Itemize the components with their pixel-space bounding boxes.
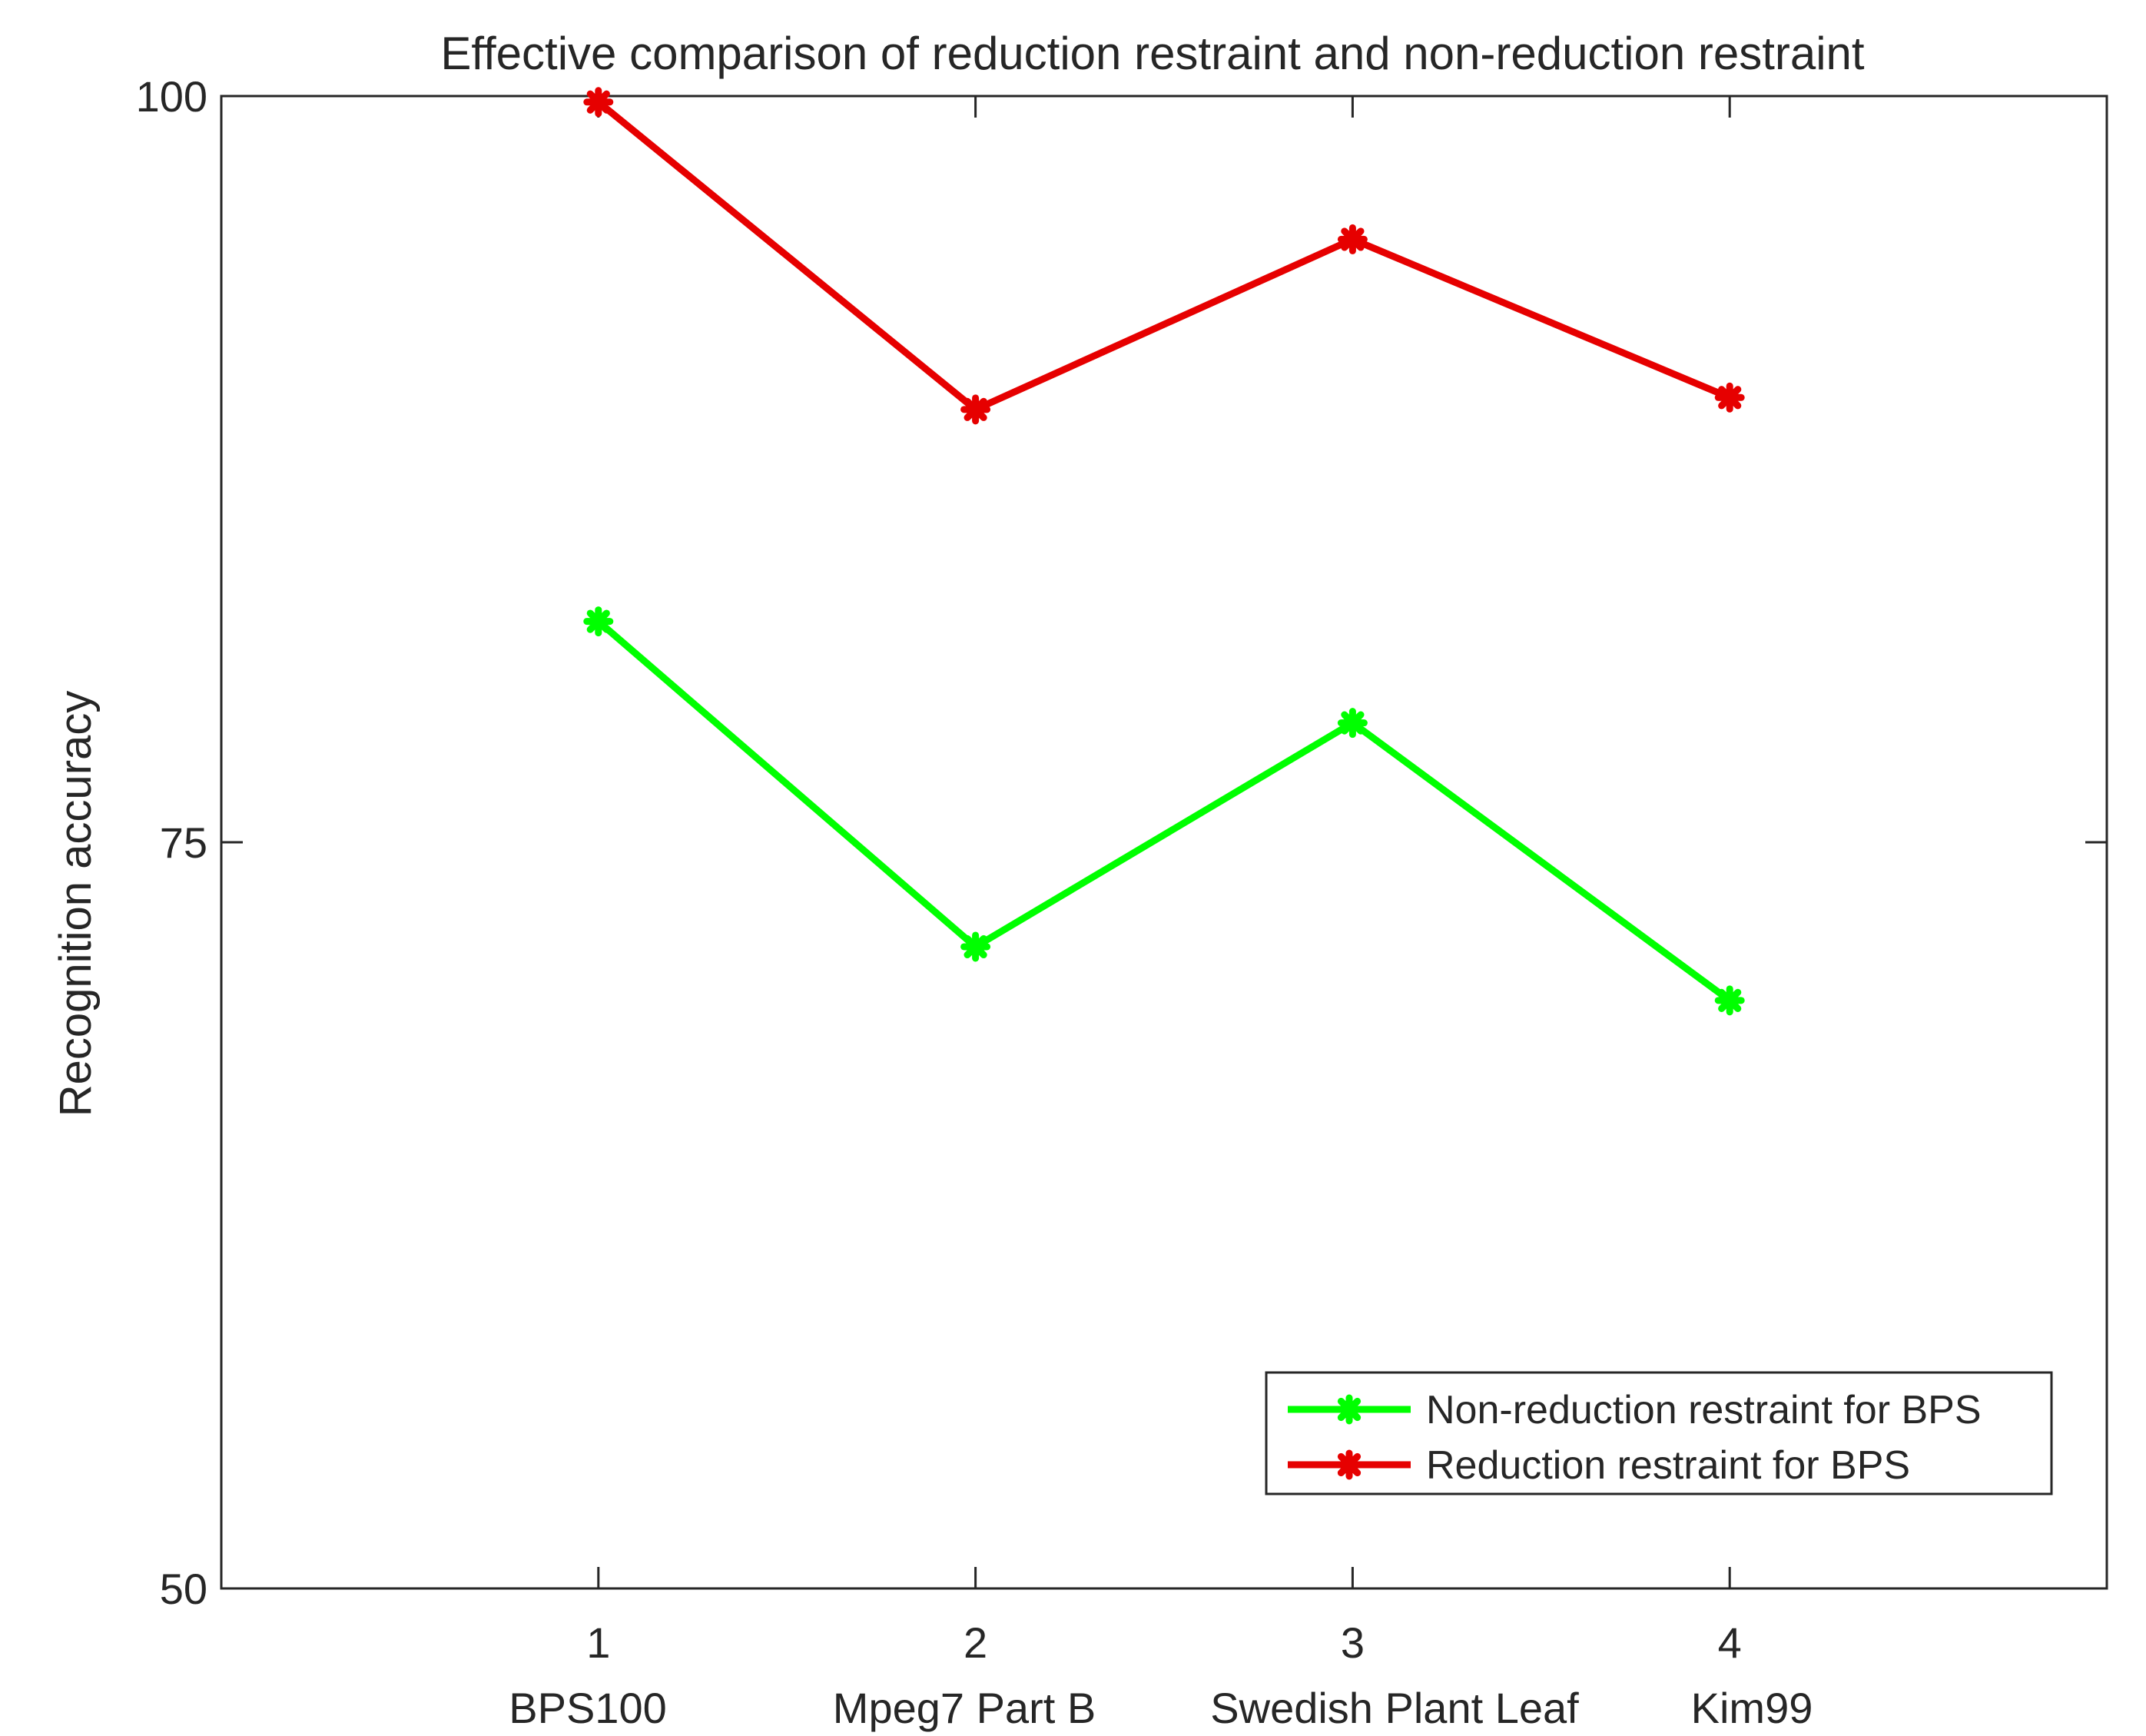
x-tick-label: 1 xyxy=(586,1618,610,1667)
data-point xyxy=(1714,985,1745,1016)
data-point xyxy=(960,931,991,962)
data-point xyxy=(583,606,614,637)
legend-marker xyxy=(1334,1394,1365,1425)
x-tick-label: 3 xyxy=(1341,1618,1365,1667)
legend-entry: Reduction restraint for BPS xyxy=(1288,1443,1910,1488)
x-category-label: Kim99 xyxy=(1691,1684,1813,1732)
y-tick-label: 50 xyxy=(160,1565,207,1613)
legend-box xyxy=(1265,1371,2053,1495)
data-point xyxy=(1337,708,1368,739)
y-axis-label: Recognition accuracy xyxy=(51,691,101,1117)
x-category-label: Swedish Plant Leaf xyxy=(1210,1684,1579,1732)
data-point xyxy=(960,394,991,425)
x-category-label: BPS100 xyxy=(509,1684,667,1732)
legend: Non-reduction restraint for BPS Reduction… xyxy=(1265,1371,2053,1495)
legend-entry: Non-reduction restraint for BPS xyxy=(1288,1388,1982,1432)
legend-marker xyxy=(1334,1449,1365,1480)
legend-label: Reduction restraint for BPS xyxy=(1426,1443,1910,1488)
series-line-non-reduction xyxy=(595,618,1733,1004)
data-point xyxy=(583,87,614,118)
y-axis: 50 75 100 xyxy=(136,72,2107,1613)
y-tick-label: 100 xyxy=(136,72,207,121)
plot-area xyxy=(220,95,2108,1590)
chart-title: Effective comparison of reduction restra… xyxy=(440,28,1865,79)
y-tick-label: 75 xyxy=(160,818,207,867)
x-tick-label: 4 xyxy=(1718,1618,1742,1667)
series-layer xyxy=(583,87,1745,1016)
x-axis: 1 2 3 4 BPS100 Mpeg7 Part B Swedish Plant Leaf… xyxy=(509,96,1813,1732)
series-line-reduction xyxy=(595,98,1733,413)
data-point xyxy=(1337,224,1368,254)
x-tick-label: 2 xyxy=(964,1618,987,1667)
data-point xyxy=(1714,382,1745,413)
legend-label: Non-reduction restraint for BPS xyxy=(1426,1388,1982,1432)
x-category-label: Mpeg7 Part B xyxy=(833,1684,1096,1732)
